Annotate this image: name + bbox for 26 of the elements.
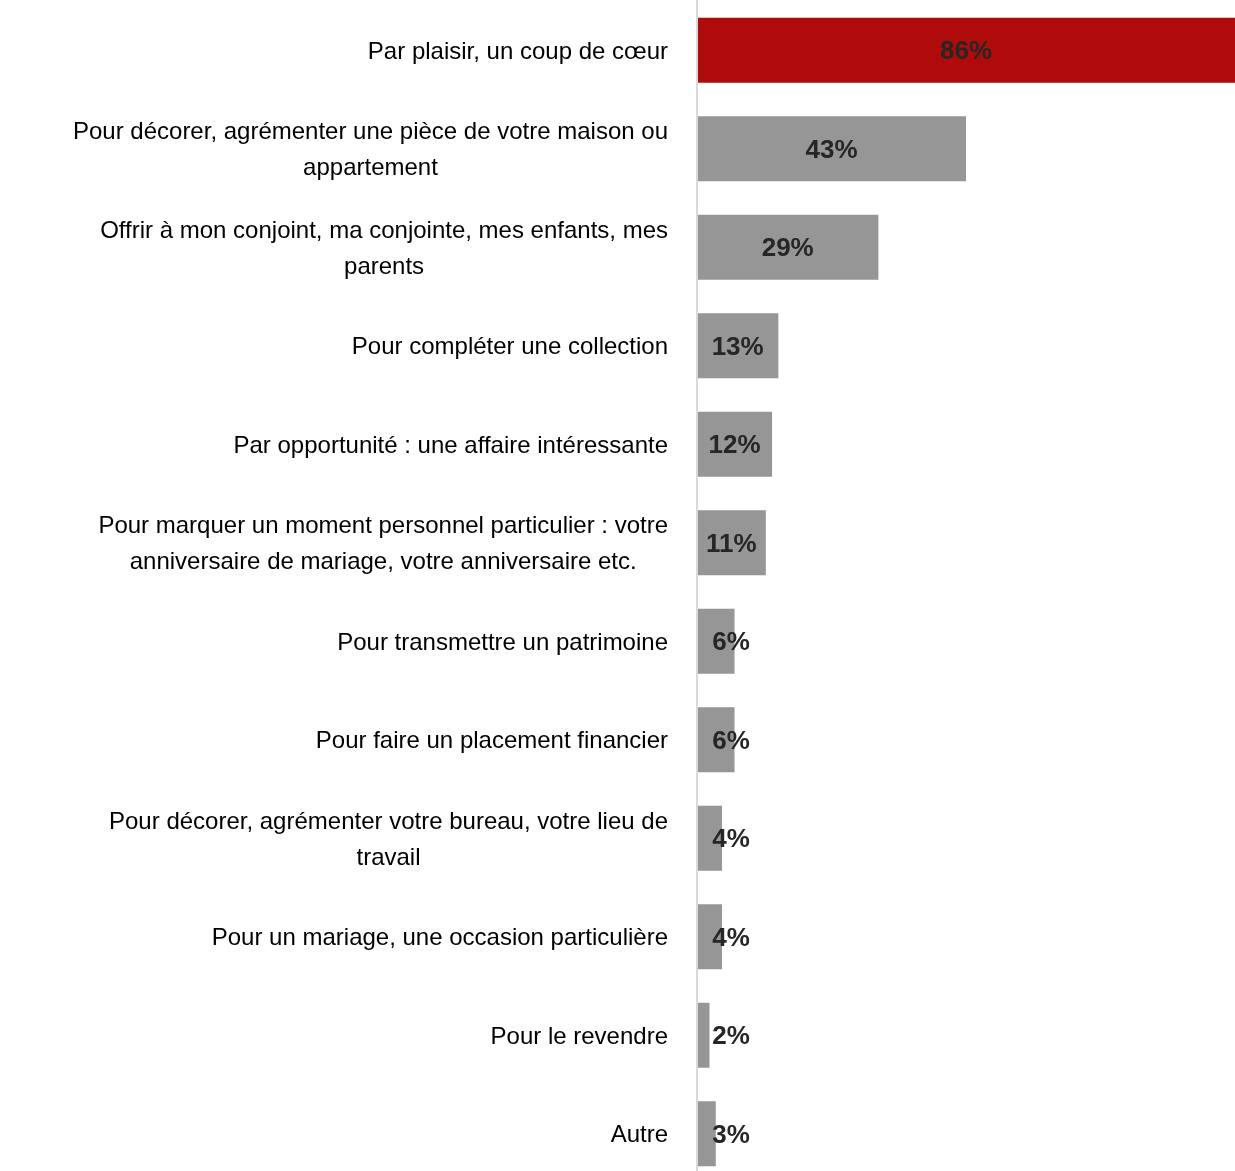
data-label: 86%	[939, 35, 993, 66]
y-tick-label: Pour faire un placement financier	[315, 726, 668, 754]
data-label: 4%	[712, 823, 750, 854]
bar	[697, 1002, 710, 1068]
data-label: 13%	[711, 330, 764, 361]
y-tick-label: Pour compléter une collection	[351, 332, 668, 360]
y-tick-label: Pour un mariage, une occasion particulière	[211, 923, 668, 951]
data-label: 11%	[706, 527, 757, 558]
y-tick-label: Offrir à mon conjoint, ma conjointe, mes enfants, mes parents	[100, 215, 668, 279]
y-tick-label: Pour décorer, agrémenter une pièce de votre maison ou appartement	[72, 117, 669, 181]
data-label: 43%	[805, 133, 858, 164]
y-tick-label: Pour marquer un moment personnel particulier : votre anniversaire de mariage, votre anniversaire etc.	[98, 511, 668, 575]
y-tick-label: Pour décorer, agrémenter votre bureau, votre lieu de travail	[109, 806, 668, 870]
y-tick-label: Pour transmettre un patrimoine	[337, 627, 668, 655]
bar	[697, 116, 966, 182]
data-label: 12%	[708, 429, 761, 460]
bar	[697, 17, 1235, 83]
y-tick-label: Autre	[610, 1120, 668, 1148]
bar	[697, 214, 879, 280]
y-tick-label: Par opportunité : une affaire intéressante	[233, 430, 668, 458]
data-label: 29%	[761, 232, 814, 263]
data-label: 4%	[712, 921, 750, 952]
data-label: 3%	[712, 1118, 750, 1149]
y-tick-label: Pour le revendre	[490, 1021, 668, 1049]
data-label: 2%	[712, 1020, 750, 1051]
y-tick-label: Par plaisir, un coup de cœur	[367, 36, 669, 64]
